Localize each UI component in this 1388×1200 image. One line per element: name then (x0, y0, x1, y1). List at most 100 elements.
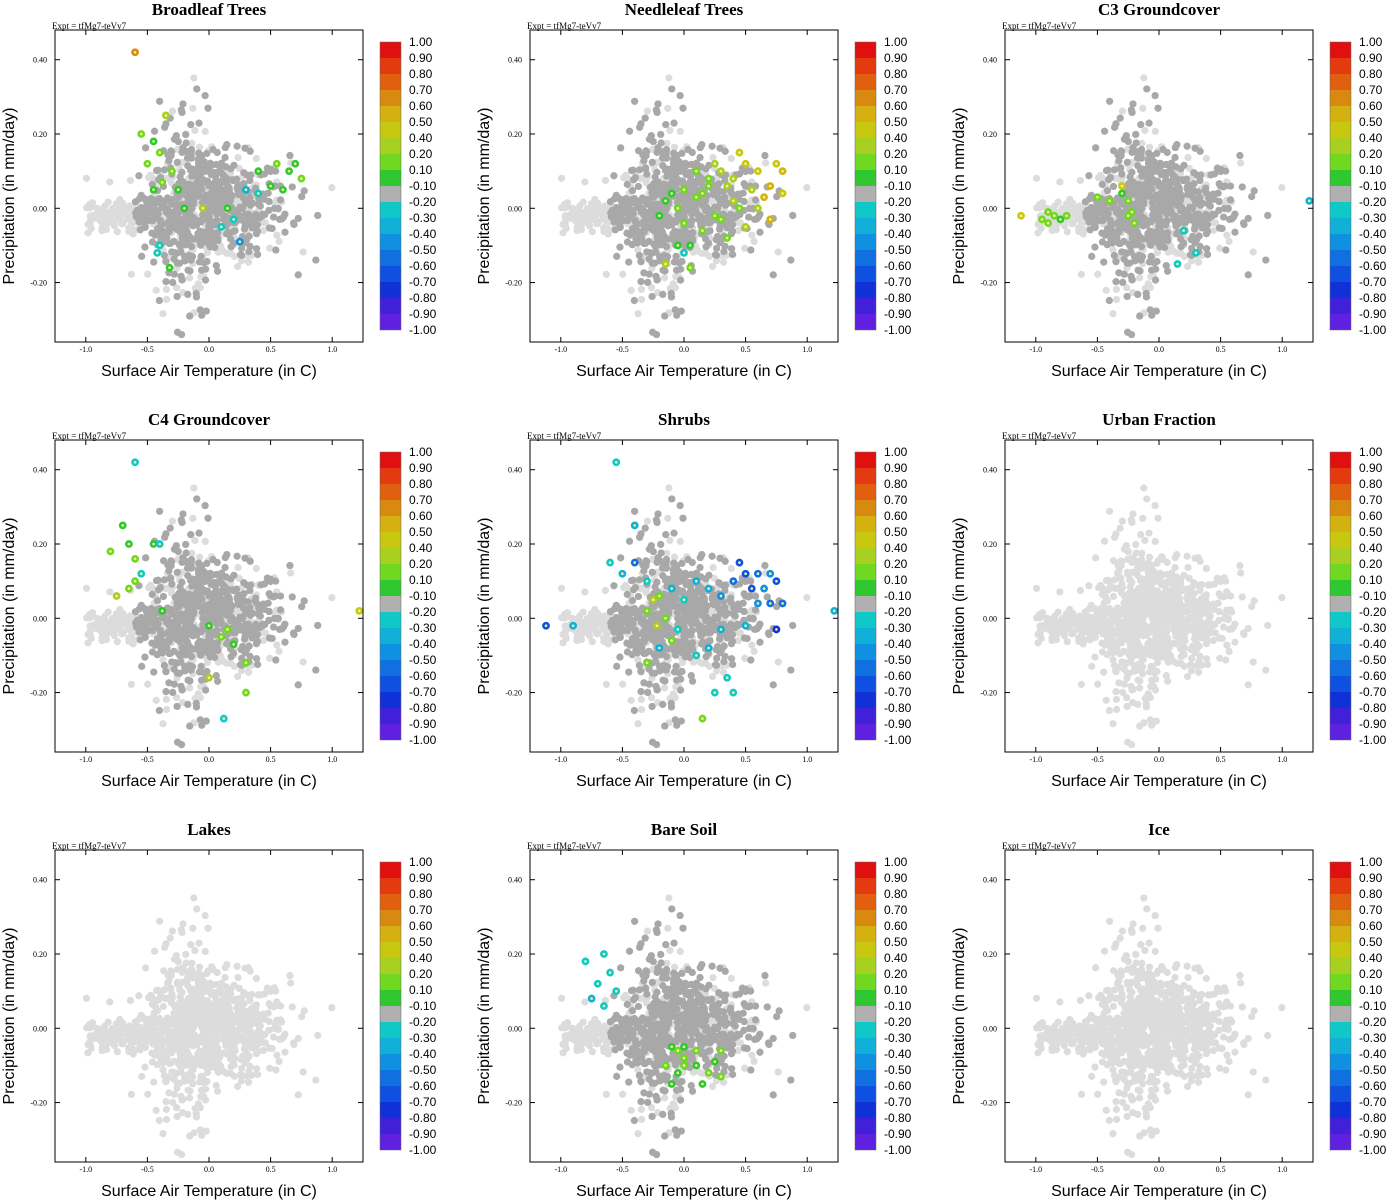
neutral-point (670, 174, 678, 183)
neutral-point (627, 196, 636, 204)
neutral-point (160, 251, 168, 260)
neutral-point (174, 219, 182, 227)
neutral-point (751, 196, 760, 204)
highlighted-point-center (183, 206, 186, 210)
neutral-point (679, 104, 687, 112)
neutral-point (207, 229, 216, 237)
neutral-point (167, 212, 175, 221)
background-point (557, 174, 566, 182)
background-point (1066, 195, 1074, 204)
neutral-point (246, 147, 254, 155)
neutral-point (1187, 236, 1195, 244)
highlighted-point-center (670, 192, 673, 195)
neutral-point (216, 199, 224, 207)
neutral-point (727, 213, 735, 221)
colorbar-swatch (380, 122, 401, 138)
highlighted-point-center (731, 199, 735, 203)
neutral-point (1196, 147, 1204, 155)
neutral-point (182, 212, 190, 221)
neutral-point (246, 171, 255, 179)
neutral-point (696, 212, 705, 220)
neutral-point (676, 167, 684, 176)
background-point (748, 231, 756, 239)
neutral-point (170, 135, 178, 143)
background-point (1112, 295, 1121, 304)
highlighted-point-center (701, 192, 704, 195)
neutral-point (1194, 188, 1202, 196)
highlighted-point-center (725, 184, 729, 188)
neutral-point (1236, 151, 1244, 160)
neutral-point (667, 293, 676, 301)
neutral-point (1145, 119, 1153, 127)
neutral-point (1112, 258, 1120, 266)
neutral-point (1210, 170, 1219, 178)
neutral-point (631, 97, 639, 105)
highlighted-point-center (160, 180, 164, 184)
colorbar-label: 0.40 (884, 131, 908, 145)
neutral-point (663, 253, 672, 261)
background-point (168, 107, 177, 115)
highlighted-point-center (281, 188, 285, 192)
neutral-point (274, 204, 282, 213)
colorbar-swatch (855, 266, 876, 282)
background-point (601, 176, 610, 185)
neutral-point (215, 183, 223, 191)
neutral-point (148, 238, 157, 246)
background-point (1076, 176, 1085, 185)
neutral-point (168, 196, 176, 204)
colorbar-label: -0.40 (884, 227, 912, 241)
background-point (694, 247, 703, 255)
neutral-point (227, 190, 235, 199)
neutral-point (212, 160, 221, 169)
neutral-point (658, 228, 666, 236)
background-point (124, 208, 132, 217)
neutral-point (678, 177, 687, 185)
background-point (660, 274, 669, 282)
neutral-point (652, 248, 660, 256)
background-point (273, 231, 281, 239)
neutral-point (1202, 213, 1210, 221)
neutral-point (649, 219, 657, 227)
neutral-point (269, 213, 278, 221)
background-point (702, 249, 710, 258)
neutral-point (1184, 210, 1192, 218)
neutral-point (184, 190, 193, 199)
colorbar-swatch (855, 122, 876, 138)
neutral-point (642, 164, 650, 172)
colorbar-label: 0.80 (409, 67, 433, 81)
highlighted-point-center (226, 206, 229, 210)
background-point (562, 212, 570, 220)
background-point (1094, 270, 1102, 278)
background-point (109, 216, 117, 224)
colorbar-label: 0.80 (884, 67, 908, 81)
neutral-point (613, 252, 621, 260)
neutral-point (642, 212, 650, 221)
neutral-point (708, 142, 716, 150)
neutral-point (1224, 204, 1232, 213)
colorbar-swatch (380, 234, 401, 250)
neutral-point (1155, 222, 1163, 230)
neutral-point (662, 243, 671, 251)
neutral-point (252, 213, 260, 221)
neutral-point (1109, 182, 1118, 191)
y-tick-label: 0.00 (33, 204, 47, 213)
neutral-point (637, 258, 645, 266)
neutral-point (677, 307, 685, 315)
neutral-point (142, 144, 150, 152)
neutral-point (1196, 171, 1205, 179)
highlighted-point-center (695, 195, 698, 199)
neutral-point (183, 228, 191, 236)
neutral-point (661, 312, 669, 320)
neutral-point (1248, 192, 1256, 201)
background-point (591, 195, 599, 204)
neutral-point (721, 147, 729, 155)
neutral-point (186, 312, 194, 320)
neutral-point (611, 226, 619, 234)
colorbar-swatch (380, 282, 401, 298)
neutral-point (706, 227, 714, 235)
background-point (1056, 178, 1064, 186)
background-point (252, 154, 260, 163)
highlighted-point-center (269, 184, 272, 188)
highlighted-point-center (676, 244, 680, 247)
background-point (144, 270, 152, 278)
